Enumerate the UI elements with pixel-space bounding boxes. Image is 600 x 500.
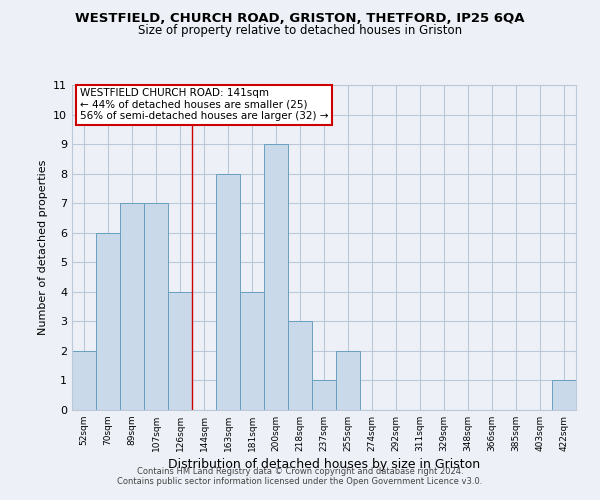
Y-axis label: Number of detached properties: Number of detached properties: [38, 160, 47, 335]
Bar: [96, 232, 120, 410]
Bar: [264, 144, 288, 410]
Text: Contains public sector information licensed under the Open Government Licence v3: Contains public sector information licen…: [118, 477, 482, 486]
Bar: [168, 292, 192, 410]
Text: Contains HM Land Registry data © Crown copyright and database right 2024.: Contains HM Land Registry data © Crown c…: [137, 467, 463, 476]
Bar: [240, 292, 264, 410]
Bar: [216, 174, 240, 410]
Bar: [288, 322, 312, 410]
Bar: [336, 351, 360, 410]
Bar: [72, 351, 96, 410]
Bar: [552, 380, 576, 410]
Bar: [312, 380, 336, 410]
Bar: [144, 203, 168, 410]
X-axis label: Distribution of detached houses by size in Griston: Distribution of detached houses by size …: [168, 458, 480, 471]
Text: WESTFIELD, CHURCH ROAD, GRISTON, THETFORD, IP25 6QA: WESTFIELD, CHURCH ROAD, GRISTON, THETFOR…: [75, 12, 525, 26]
Text: Size of property relative to detached houses in Griston: Size of property relative to detached ho…: [138, 24, 462, 37]
Text: WESTFIELD CHURCH ROAD: 141sqm
← 44% of detached houses are smaller (25)
56% of s: WESTFIELD CHURCH ROAD: 141sqm ← 44% of d…: [80, 88, 328, 122]
Bar: [120, 203, 144, 410]
